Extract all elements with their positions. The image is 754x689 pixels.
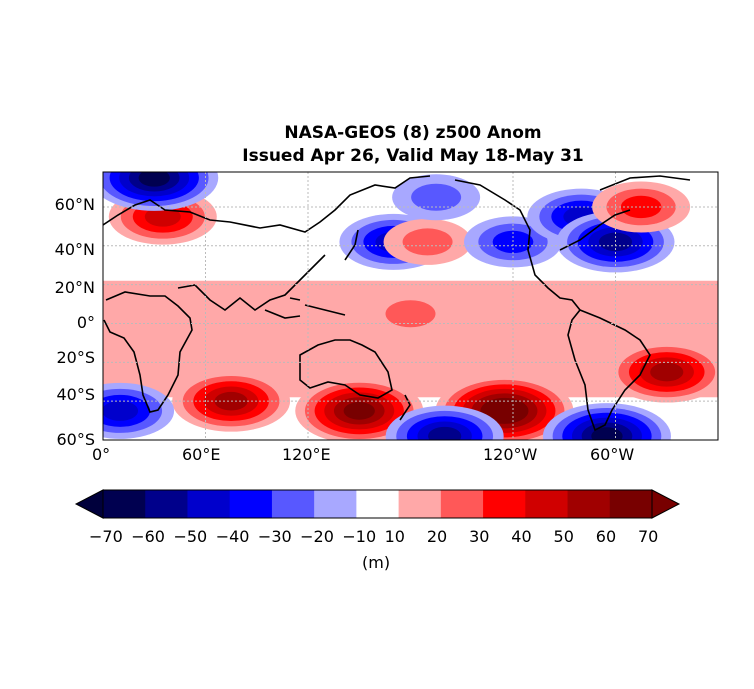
colorbar-segment-2 — [187, 490, 231, 518]
colorbar-segment-0 — [103, 490, 146, 518]
colorbar-tick-0: −70 — [89, 527, 123, 546]
anomaly-contour-10-5 — [343, 402, 375, 420]
indonesia-coast — [264, 297, 346, 319]
anomaly-contour-4-1 — [411, 183, 462, 211]
anomaly-contour-12-4 — [650, 362, 684, 382]
anomaly-contour-14-3 — [103, 400, 139, 421]
anomaly-contour-8-2 — [620, 195, 662, 219]
colorbar-extend-high — [651, 489, 681, 519]
anomaly-contour-11-6 — [489, 402, 520, 420]
colorbar-tick-3: −40 — [215, 527, 250, 546]
africa-coast — [103, 291, 193, 413]
colorbar — [74, 489, 681, 519]
colorbar-segment-11 — [567, 490, 611, 518]
colorbar-tick-8: 20 — [426, 527, 448, 546]
colorbar-extend-low — [74, 489, 104, 519]
anomaly-contour-3-1 — [402, 228, 453, 256]
gridlines — [103, 172, 718, 440]
colorbar-segment-4 — [271, 490, 315, 518]
colorbar-segment-6 — [356, 490, 400, 518]
lon-label-0: 0° — [92, 445, 111, 464]
anomaly-contour-16-4 — [428, 426, 462, 440]
colorbar-tick-2: −50 — [173, 527, 208, 546]
anomaly-contour-15-5 — [591, 427, 623, 440]
japan-coast — [344, 229, 359, 261]
lon-label-120w: 120°W — [483, 445, 538, 464]
colorbar-segment-8 — [440, 490, 484, 518]
anomaly-contour-1-5 — [138, 172, 170, 187]
colorbar-tick-4: −30 — [257, 527, 292, 546]
lat-label-0: 0° — [76, 313, 95, 332]
south-america-coast — [567, 309, 651, 432]
colorbar-tick-13: 70 — [638, 527, 659, 546]
lat-label-40n: 40°N — [54, 240, 95, 259]
lat-label-20s: 20°S — [56, 348, 95, 367]
colorbar-tick-6: −10 — [342, 527, 377, 546]
lon-label-120e: 120°E — [282, 445, 331, 464]
colorbar-segment-3 — [229, 490, 273, 518]
coastlines — [103, 175, 691, 432]
lat-label-20n: 20°N — [54, 278, 95, 297]
eurasia-coast — [103, 175, 431, 311]
lon-label-60w: 60°W — [590, 445, 635, 464]
new-zealand-coast — [399, 394, 411, 421]
colorbar-tick-7: 10 — [384, 527, 405, 546]
colorbar-tick-1: −60 — [131, 527, 165, 546]
colorbar-segment-9 — [483, 490, 526, 518]
colorbar-tick-10: 40 — [511, 527, 532, 546]
colorbar-units: (m) — [362, 553, 391, 572]
colorbar-tick-9: 30 — [469, 527, 490, 546]
anomaly-contour-0-3 — [144, 206, 181, 227]
colorbar-tick-5: −20 — [300, 527, 334, 546]
map-title-line2: Issued Apr 26, Valid May 18-May 31 — [242, 146, 584, 166]
colorbar-segment-7 — [398, 490, 442, 518]
lon-label-60e: 60°E — [182, 445, 221, 464]
colorbar-segment-5 — [314, 490, 357, 518]
anomaly-contour-9-1 — [385, 300, 436, 328]
lat-label-40s: 40°S — [56, 385, 95, 404]
map-title-line1: NASA-GEOS (8) z500 Anom — [284, 123, 542, 143]
colorbar-tick-12: 60 — [595, 527, 617, 546]
colorbar-tick-11: 50 — [553, 527, 574, 546]
colorbar-segment-12 — [609, 490, 653, 518]
colorbar-frame — [102, 489, 653, 519]
australia-coast — [299, 339, 393, 399]
lat-label-60n: 60°N — [54, 195, 95, 214]
lat-label-60s: 60°S — [56, 430, 95, 449]
anomaly-field — [103, 172, 718, 440]
colorbar-segment-10 — [525, 490, 569, 518]
map-frame — [102, 171, 719, 441]
colorbar-segment-1 — [145, 490, 188, 518]
